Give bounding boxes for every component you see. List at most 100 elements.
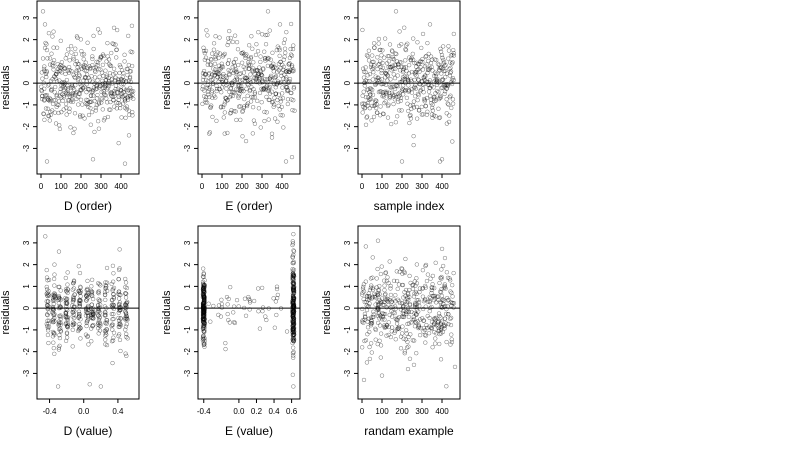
data-point xyxy=(289,53,295,58)
data-point xyxy=(73,75,78,81)
data-point xyxy=(291,311,296,316)
data-point xyxy=(272,116,278,121)
data-point xyxy=(402,351,407,356)
data-point xyxy=(438,95,443,100)
data-point xyxy=(448,322,454,328)
data-point xyxy=(441,44,446,49)
data-point xyxy=(382,292,388,298)
y-tick-label: 2 xyxy=(183,37,192,42)
data-point xyxy=(423,104,428,109)
data-point xyxy=(59,70,64,75)
data-point xyxy=(268,57,273,62)
data-point xyxy=(109,90,114,95)
data-point xyxy=(72,87,77,92)
x-tick-label: 400 xyxy=(435,407,449,416)
data-point xyxy=(270,99,276,105)
data-point xyxy=(407,120,412,126)
data-point xyxy=(109,81,115,86)
data-point xyxy=(406,83,411,88)
data-point xyxy=(66,47,71,52)
data-point xyxy=(289,154,295,160)
data-point xyxy=(113,83,119,88)
data-point xyxy=(388,77,393,82)
data-point xyxy=(123,295,129,300)
data-point xyxy=(95,60,101,65)
data-point xyxy=(379,264,384,269)
data-point xyxy=(275,80,281,86)
x-axis-title: sample index xyxy=(374,199,445,213)
data-point xyxy=(417,333,423,338)
data-point xyxy=(281,57,286,62)
data-point xyxy=(442,316,448,321)
data-point xyxy=(123,87,129,92)
data-point xyxy=(110,286,116,292)
data-point xyxy=(202,341,207,346)
data-point xyxy=(118,323,123,328)
data-point xyxy=(66,70,72,75)
data-point xyxy=(442,324,447,329)
data-point xyxy=(442,326,447,331)
data-point xyxy=(393,316,398,321)
data-point xyxy=(414,320,419,325)
data-point xyxy=(239,51,245,56)
data-point xyxy=(280,85,285,90)
data-point xyxy=(370,77,375,82)
data-point xyxy=(262,76,268,82)
data-point xyxy=(290,350,296,356)
y-tick-label: -1 xyxy=(343,326,352,334)
data-point xyxy=(218,314,224,319)
data-point xyxy=(104,265,110,271)
data-point xyxy=(410,286,416,292)
y-tick-label: 2 xyxy=(343,37,352,42)
data-point xyxy=(219,104,224,109)
data-point xyxy=(420,56,425,62)
data-point xyxy=(376,288,382,293)
data-point xyxy=(119,82,124,87)
data-point xyxy=(269,135,275,140)
data-point xyxy=(445,83,450,89)
data-point xyxy=(419,45,424,51)
data-point xyxy=(382,323,387,328)
data-point xyxy=(448,65,453,71)
data-point xyxy=(291,320,297,326)
x-tick-label: 0.4 xyxy=(112,407,124,416)
data-point xyxy=(99,89,104,95)
data-point xyxy=(426,82,432,88)
data-point xyxy=(291,272,296,278)
data-point xyxy=(378,355,383,360)
data-point xyxy=(96,318,102,323)
data-point xyxy=(47,96,53,101)
data-point xyxy=(362,83,367,88)
data-point xyxy=(366,316,371,321)
data-point xyxy=(76,328,81,334)
data-point xyxy=(221,72,226,77)
data-point xyxy=(43,106,49,111)
data-point xyxy=(68,125,73,130)
data-point xyxy=(211,41,217,46)
data-point xyxy=(402,74,407,79)
data-point xyxy=(259,73,265,78)
data-point xyxy=(397,90,402,96)
data-point xyxy=(269,131,275,136)
data-point xyxy=(125,72,130,78)
data-point xyxy=(225,302,230,307)
data-point xyxy=(236,304,241,309)
data-point xyxy=(420,306,426,312)
data-point xyxy=(414,73,419,78)
data-point xyxy=(260,309,265,314)
data-point xyxy=(200,84,206,89)
data-point xyxy=(291,297,297,302)
data-point xyxy=(234,297,240,303)
data-point xyxy=(221,82,226,87)
data-point xyxy=(128,69,133,74)
data-point xyxy=(424,112,429,117)
data-point xyxy=(413,302,418,307)
data-point xyxy=(420,59,425,65)
data-point xyxy=(83,332,89,337)
data-point xyxy=(267,97,272,103)
data-point xyxy=(284,75,289,80)
data-point xyxy=(420,67,426,72)
data-point xyxy=(84,82,89,87)
data-point xyxy=(429,100,434,106)
